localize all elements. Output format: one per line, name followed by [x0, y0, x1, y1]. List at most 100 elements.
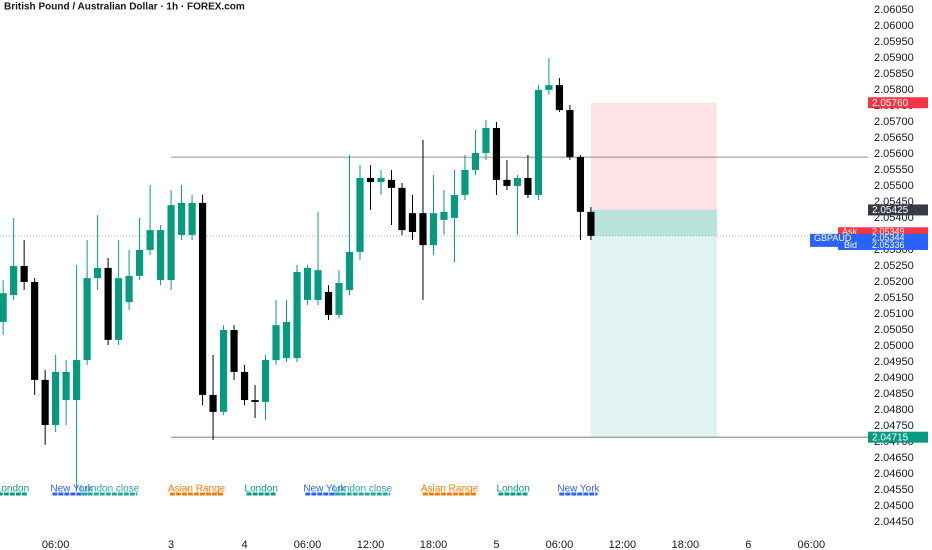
y-tick-label: 2.06050: [874, 4, 914, 16]
x-tick-label: 6: [745, 539, 751, 550]
candle-body: [73, 360, 81, 401]
candle-body: [94, 267, 102, 279]
candle-body: [576, 157, 585, 212]
y-tick-label: 2.05200: [874, 276, 914, 288]
candle-body: [398, 187, 406, 231]
candle-body: [41, 379, 49, 426]
y-tick-label: 2.04600: [874, 468, 914, 480]
ask-price: 2.05349: [872, 227, 905, 237]
bid-label: Bid: [844, 240, 857, 250]
candle-body: [503, 179, 511, 186]
candle-body: [471, 152, 480, 170]
y-tick-label: 2.04900: [874, 372, 914, 384]
entry-tag-bg: [868, 204, 928, 216]
session-label: Asian Range: [168, 484, 226, 495]
x-tick-label: 18:00: [672, 539, 700, 550]
y-tick-label: 2.05100: [874, 308, 914, 320]
candle-body: [566, 110, 574, 158]
candle-body: [440, 211, 448, 220]
candle-body: [545, 85, 553, 90]
candle-body: [146, 230, 154, 250]
session-label: New York: [50, 484, 93, 495]
candle-body: [356, 177, 364, 252]
candle-body: [135, 249, 144, 276]
x-tick-label: 06:00: [42, 539, 70, 550]
candle-body: [62, 371, 70, 401]
candle-body: [335, 282, 343, 315]
x-tick-label: 12:00: [609, 539, 637, 550]
x-tick-label: 12:00: [357, 539, 385, 550]
session-label: New York: [303, 484, 346, 495]
candle-body: [366, 177, 375, 183]
session-label: New York: [557, 484, 600, 495]
candle-body: [167, 205, 175, 281]
candle-body: [534, 89, 543, 195]
candle-body: [10, 265, 18, 296]
candle-body: [31, 281, 39, 380]
candle-body: [209, 394, 217, 412]
candle-body: [429, 213, 438, 246]
y-tick-label: 2.05000: [874, 340, 914, 352]
session-label: Asian Range: [421, 484, 479, 495]
candle-body: [20, 265, 28, 282]
candle-body: [345, 251, 354, 290]
candle-body: [188, 202, 196, 235]
ask-label: Ask: [842, 227, 858, 237]
chart-title: British Pound / Australian Dollar · 1h ·…: [4, 2, 245, 13]
candle-body: [450, 194, 459, 218]
x-tick-label: 06:00: [546, 539, 574, 550]
candle-body: [0, 293, 7, 322]
y-tick-label: 2.04800: [874, 404, 914, 416]
candle-body: [461, 169, 469, 195]
entry-tag: 2.05425: [872, 205, 909, 216]
candle-body: [387, 179, 396, 188]
y-tick-label: 2.04450: [874, 516, 914, 528]
candle-body: [492, 128, 501, 180]
candle-body: [115, 278, 123, 340]
y-tick-label: 2.04950: [874, 356, 914, 368]
x-tick-label: 5: [493, 539, 499, 550]
y-tick-label: 2.04550: [874, 484, 914, 496]
y-tick-label: 2.05050: [874, 324, 914, 336]
y-tick-label: 2.05700: [874, 116, 914, 128]
y-tick-label: 2.04500: [874, 500, 914, 512]
candle-body: [104, 267, 112, 340]
stop-tag: 2.05760: [872, 98, 909, 109]
last-price: 2.05344: [872, 232, 905, 242]
target-tag-bg: [868, 431, 928, 443]
y-tick-label: 2.05150: [874, 292, 914, 304]
candle-body: [377, 177, 385, 183]
y-tick-label: 2.05650: [874, 132, 914, 144]
y-tick-label: 2.05800: [874, 84, 914, 96]
bid-bg: [838, 240, 928, 250]
session-label: London close: [80, 484, 140, 495]
x-tick-label: 3: [168, 539, 174, 550]
candle-body: [324, 291, 333, 315]
stop-zone: [590, 102, 717, 210]
candle-body: [555, 85, 564, 111]
candle-body: [303, 267, 312, 300]
candle-body: [251, 400, 259, 402]
candle-body: [156, 230, 165, 281]
candle-body: [419, 213, 427, 246]
candle-body: [314, 270, 322, 300]
session-label: London: [0, 484, 29, 495]
candle-body: [125, 275, 133, 303]
candle-body: [282, 321, 291, 359]
candle-body: [293, 272, 301, 359]
target-zone: [590, 209, 717, 438]
candle-body: [408, 213, 417, 233]
candle-body: [524, 177, 532, 195]
candle-body: [52, 371, 60, 426]
ask-bg: [838, 227, 928, 237]
y-tick-label: 2.05900: [874, 52, 914, 64]
y-tick-label: 2.06000: [874, 20, 914, 32]
session-label: London: [496, 484, 529, 495]
candle-body: [261, 360, 270, 402]
candle-body: [272, 325, 280, 361]
y-tick-label: 2.05500: [874, 180, 914, 192]
y-tick-label: 2.05250: [874, 260, 914, 272]
x-tick-label: 06:00: [798, 539, 826, 550]
